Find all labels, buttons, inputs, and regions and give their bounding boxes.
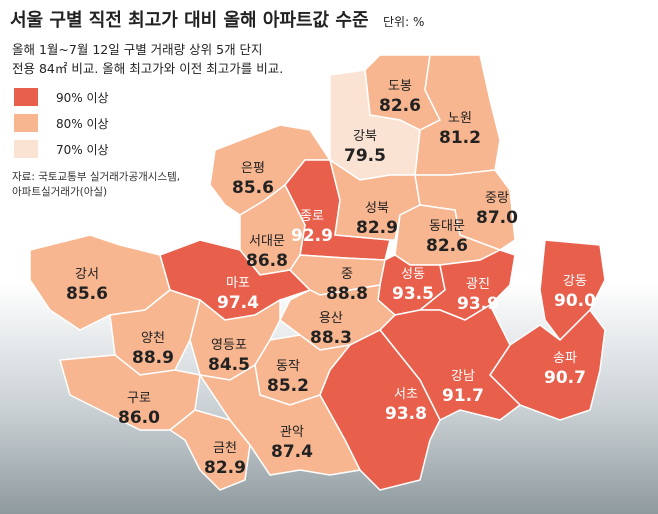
title: 서울 구별 직전 최고가 대비 올해 아파트값 수준	[10, 10, 369, 31]
district-name: 종로	[300, 209, 324, 224]
district-labels: 도봉 82.6 노원 81.2 강북 79.5 은평 85.6 종로 92.9 성북 82.9 중랑 87…	[66, 79, 596, 478]
district-value: 85.2	[267, 376, 309, 396]
legend-label: 80% 이상	[56, 117, 109, 131]
district-name: 관악	[280, 425, 304, 440]
district-value: 82.9	[204, 458, 246, 478]
district-value: 85.6	[232, 178, 274, 198]
district-name: 강서	[75, 267, 99, 282]
district-value: 82.6	[426, 236, 468, 256]
legend-swatch	[14, 88, 38, 106]
subtitle: 올해 1월~7월 12일 구별 거래량 상위 5개 단지	[12, 42, 263, 57]
district-value: 86.0	[118, 408, 160, 428]
district-value: 84.5	[208, 355, 250, 375]
district-name: 동대문	[429, 219, 465, 234]
district-name: 양천	[141, 331, 165, 346]
legend-label: 90% 이상	[56, 91, 109, 105]
district-name: 서대문	[249, 234, 285, 249]
district-area	[489, 308, 606, 421]
legend-swatch	[14, 140, 38, 158]
legend: 90% 이상 80% 이상 70% 이상	[14, 88, 109, 158]
district-name: 서초	[394, 387, 418, 402]
district-name: 성동	[401, 267, 425, 282]
district-value: 81.2	[439, 128, 481, 148]
district-value: 88.3	[310, 328, 352, 348]
district-name: 송파	[553, 351, 577, 366]
district-value: 82.9	[356, 218, 398, 238]
district-value: 97.4	[217, 293, 259, 313]
source: 아파트실거래가(아실)	[12, 186, 107, 198]
district-value: 90.7	[544, 368, 586, 388]
district-name: 용산	[319, 311, 343, 326]
district-value: 82.6	[379, 96, 421, 116]
district-name: 금천	[213, 441, 237, 456]
district-name: 강남	[451, 369, 475, 384]
district-name: 마포	[226, 276, 250, 291]
subtitle: 전용 84㎡ 비교. 올해 최고가와 이전 최고가를 비교.	[12, 61, 283, 76]
district-value: 93.9	[457, 294, 499, 314]
unit: 단위: %	[383, 15, 424, 29]
district-name: 중랑	[485, 191, 509, 206]
district-value: 79.5	[344, 146, 386, 166]
district-value: 88.8	[326, 284, 368, 304]
district-name: 영등포	[211, 338, 247, 353]
districts	[29, 54, 606, 491]
district-value: 93.8	[385, 404, 427, 424]
district-value: 88.9	[132, 348, 174, 368]
source: 자료: 국토교통부 실거래가공개시스템,	[12, 171, 180, 183]
district-value: 87.4	[271, 442, 313, 462]
district-value: 93.5	[392, 284, 434, 304]
district-name: 중	[341, 267, 353, 282]
district-value: 90.0	[554, 291, 596, 311]
district-value: 87.0	[476, 208, 518, 228]
district-area	[198, 363, 362, 476]
district-name: 은평	[241, 161, 265, 176]
district-name: 광진	[466, 277, 490, 292]
legend-label: 70% 이상	[56, 143, 109, 157]
district-name: 도봉	[388, 79, 412, 94]
district-value: 91.7	[442, 386, 484, 406]
district-name: 구로	[127, 391, 151, 406]
district-value: 92.9	[291, 226, 333, 246]
district-name: 성북	[365, 201, 389, 216]
legend-swatch	[14, 114, 38, 132]
district-value: 86.8	[246, 251, 288, 271]
district-value: 85.6	[66, 284, 108, 304]
district-name: 노원	[448, 111, 472, 126]
district-name: 강동	[563, 274, 587, 289]
district-name: 동작	[276, 359, 300, 374]
district-name: 강북	[353, 129, 377, 144]
